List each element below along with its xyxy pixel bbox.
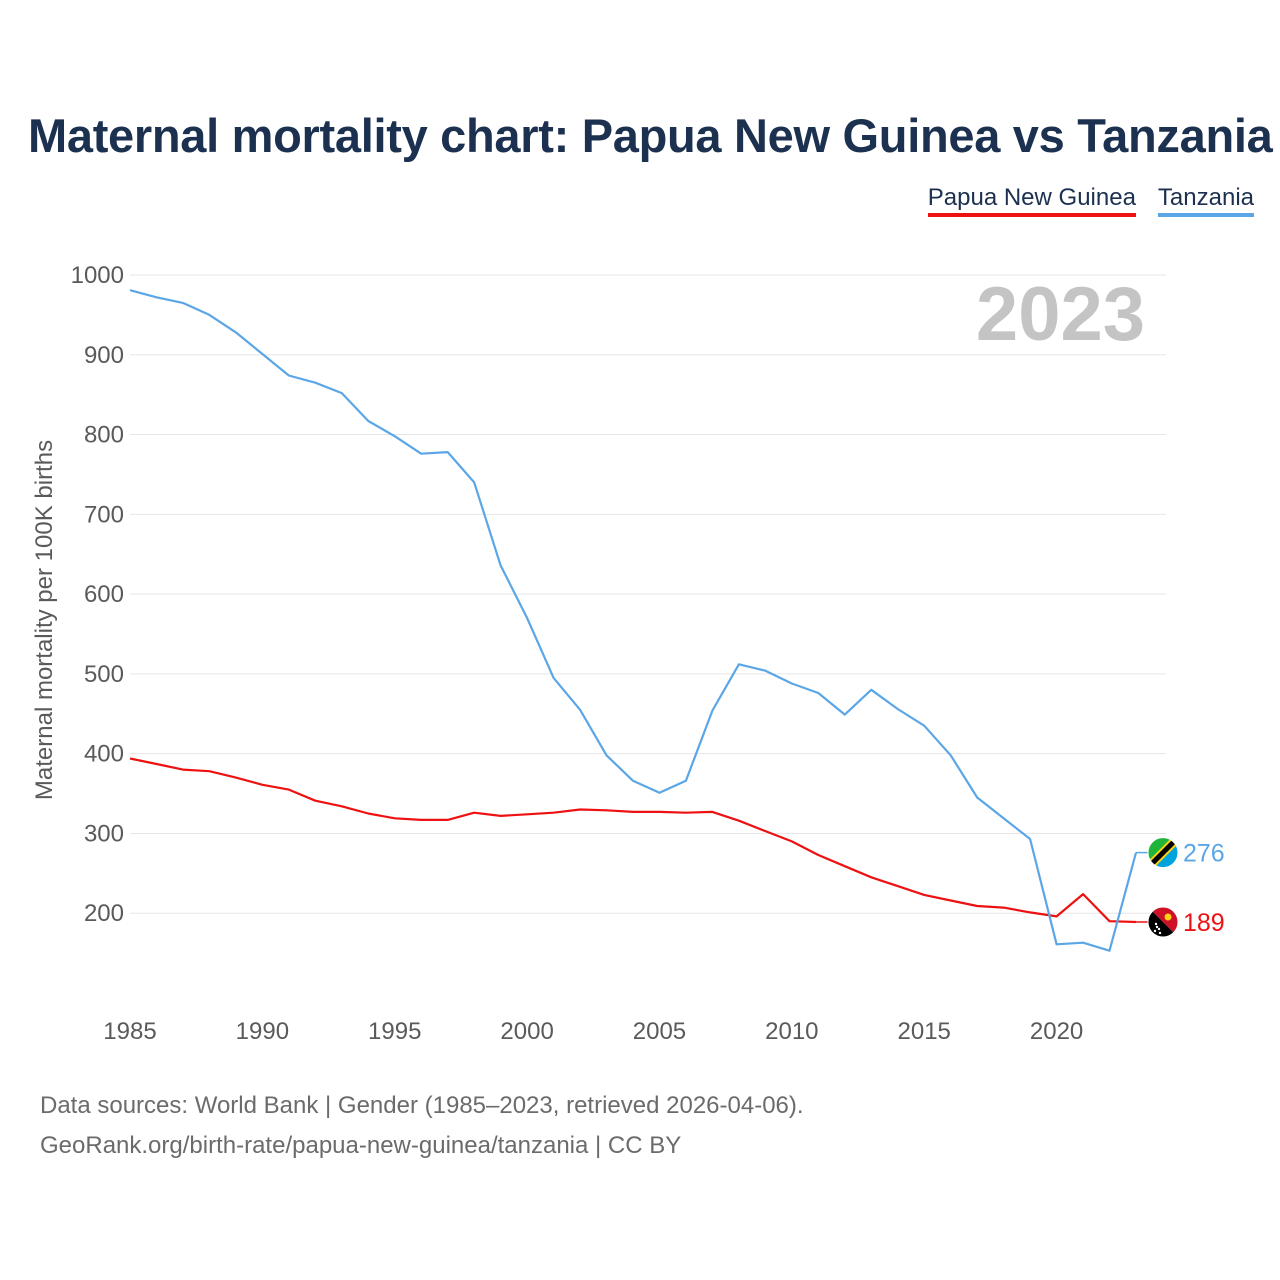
x-tick-2020: 2020 — [1030, 1018, 1083, 1045]
papua-new-guinea-flag-icon — [1148, 907, 1178, 937]
y-axis-ticks: 200 300 400 500 600 700 800 900 1000 — [71, 262, 124, 927]
end-value-label-tanzania: 276 — [1183, 840, 1225, 868]
x-tick-2010: 2010 — [765, 1018, 818, 1045]
end-value-label-papua-new-guinea: 189 — [1183, 909, 1225, 937]
source-url[interactable]: GeoRank.org/birth-rate/papua-new-guinea/… — [40, 1126, 804, 1166]
y-tick-900: 900 — [84, 342, 124, 369]
x-tick-1995: 1995 — [368, 1018, 421, 1045]
y-tick-800: 800 — [84, 422, 124, 449]
y-tick-300: 300 — [84, 820, 124, 847]
y-tick-600: 600 — [84, 581, 124, 608]
series-line-papua-new-guinea — [130, 759, 1136, 923]
x-tick-1990: 1990 — [236, 1018, 289, 1045]
gridlines — [130, 275, 1166, 913]
y-tick-1000: 1000 — [71, 262, 124, 289]
x-axis-ticks: 1985 1990 1995 2000 2005 2010 2015 2020 — [103, 1018, 1083, 1045]
y-tick-200: 200 — [84, 900, 124, 927]
y-tick-700: 700 — [84, 501, 124, 528]
year-watermark: 2023 — [976, 272, 1145, 357]
y-tick-400: 400 — [84, 741, 124, 768]
footer: Data sources: World Bank | Gender (1985–… — [40, 1086, 804, 1166]
tanzania-flag-icon — [1147, 837, 1179, 869]
y-axis-label: Maternal mortality per 100K births — [31, 440, 58, 800]
series-end-markers: 189 276 — [1136, 837, 1225, 937]
x-tick-2015: 2015 — [898, 1018, 951, 1045]
y-tick-500: 500 — [84, 661, 124, 688]
series-lines — [130, 290, 1136, 951]
data-source-note: Data sources: World Bank | Gender (1985–… — [40, 1086, 804, 1126]
x-tick-1985: 1985 — [103, 1018, 156, 1045]
series-line-tanzania — [130, 290, 1136, 951]
x-tick-2000: 2000 — [500, 1018, 553, 1045]
x-tick-2005: 2005 — [633, 1018, 686, 1045]
